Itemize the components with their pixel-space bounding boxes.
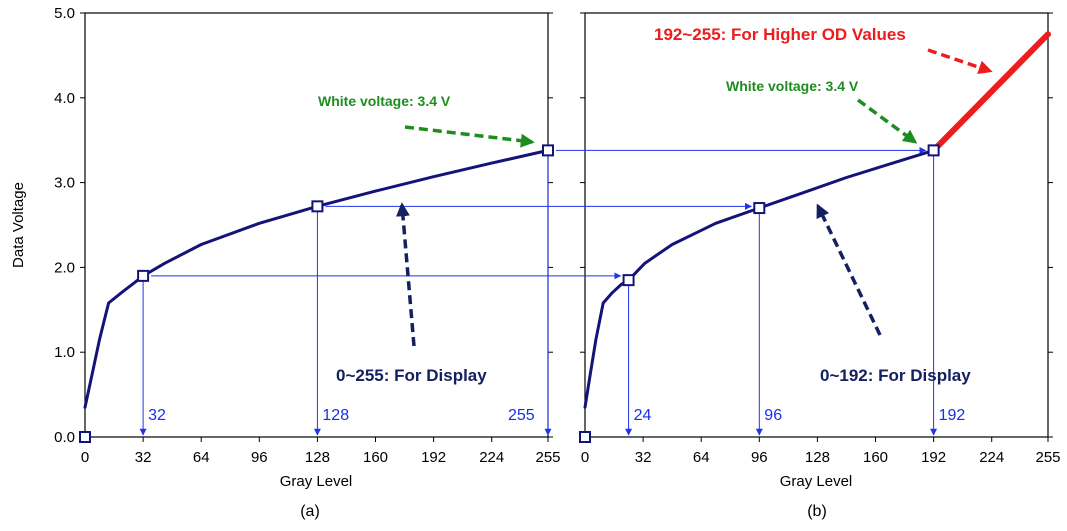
panel-b-x-tick-label: 192	[921, 449, 946, 466]
panel-b-caption: (b)	[807, 503, 827, 520]
panel-b-data-marker	[579, 431, 591, 443]
panel-a-caption: (a)	[300, 503, 320, 520]
panel-b-gray-level-label: 192	[939, 407, 966, 424]
panel-b-voltage-curve	[583, 148, 936, 409]
panel-b-display-range-arrow	[816, 203, 882, 336]
panel-a-data-marker	[542, 144, 554, 157]
panel-a-display-range-annotation: 0~255: For Display	[336, 366, 487, 385]
panel-b-x-tick-label: 0	[581, 449, 589, 466]
panel-b-gray-level-label: 24	[634, 407, 652, 424]
panel-a-data-marker	[137, 269, 150, 282]
panel-a-display-range-arrow	[395, 202, 416, 347]
panel-a-y-tick-label: 5.0	[54, 5, 75, 22]
panel-b-x-tick-label: 128	[805, 449, 830, 466]
panel-a-gray-level-label: 255	[508, 407, 535, 424]
panel-a-gray-level-label: 32	[148, 407, 166, 424]
panel-b-x-tick-label: 32	[635, 449, 652, 466]
panel-b-x-axis-label: Gray Level	[780, 473, 853, 490]
panel-b-data-marker	[622, 274, 635, 287]
data-markers	[79, 144, 940, 443]
panel-b-gray-level-label: 96	[764, 407, 782, 424]
panel-a-data-marker	[311, 200, 324, 213]
panel-b-x-tick-label: 64	[693, 449, 710, 466]
panel-b-x-tick-label: 224	[979, 449, 1004, 466]
panel-a-gray-level-label: 128	[322, 407, 349, 424]
panel-a-x-tick-label: 255	[535, 449, 560, 466]
panel-b-x-tick-label: 160	[863, 449, 888, 466]
annotation-arrows	[395, 48, 993, 347]
panel-a-y-tick-label: 0.0	[54, 429, 75, 446]
data-curves	[83, 31, 1051, 409]
panel-a-y-tick-label: 4.0	[54, 90, 75, 107]
panel-b-white-voltage-arrow	[856, 98, 918, 144]
panel-a-x-tick-label: 64	[193, 449, 210, 466]
panel-a-y-tick-label: 3.0	[54, 175, 75, 192]
panel-a-x-tick-label: 224	[479, 449, 504, 466]
panel-b-higher-od-annotation: 192~255: For Higher OD Values	[654, 25, 906, 44]
panel-a-x-tick-label: 0	[81, 449, 89, 466]
panel-b-x-tick-label: 96	[751, 449, 768, 466]
panel-a-voltage-curve	[83, 148, 550, 409]
panel-a-y-tick-label: 2.0	[54, 259, 75, 276]
panel-a-x-axis-label: Gray Level	[280, 473, 353, 490]
panel-a-x-tick-label: 128	[305, 449, 330, 466]
guide-lines	[139, 146, 938, 436]
panel-a-x-tick-label: 160	[363, 449, 388, 466]
panel-a-x-tick-label: 192	[421, 449, 446, 466]
panel-b-display-range-annotation: 0~192: For Display	[820, 366, 971, 385]
panel-b-plot-frame	[584, 12, 1049, 438]
panel-a-white-voltage-annotation: White voltage: 3.4 V	[318, 93, 451, 109]
panel-b-data-marker	[927, 144, 940, 157]
panel-a-x-tick-label: 96	[251, 449, 268, 466]
panel-a-x-tick-label: 32	[135, 449, 152, 466]
panel-b-data-marker	[753, 202, 766, 215]
panel-a-y-tick-label: 1.0	[54, 344, 75, 361]
panel-b-x-tick-label: 255	[1035, 449, 1060, 466]
panel-a-data-marker	[79, 431, 91, 443]
y-axis-label: Data Voltage	[10, 182, 27, 268]
tick-labels: 0 32 64 96 128 160 192 224 255 0.0 1.0 2.0 3.0 4.0 5.0…	[54, 5, 1060, 466]
panel-b-white-voltage-annotation: White voltage: 3.4 V	[726, 78, 859, 94]
panel-a-white-voltage-arrow	[404, 125, 535, 148]
panel-b-higher-od-arrow	[927, 48, 993, 75]
panel-b-higher-od-curve	[930, 31, 1051, 154]
